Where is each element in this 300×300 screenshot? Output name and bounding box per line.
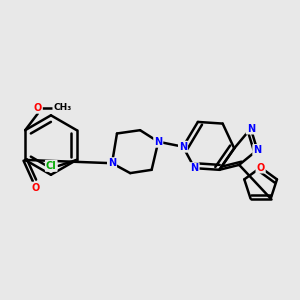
Text: CH₃: CH₃	[53, 103, 72, 112]
Text: O: O	[32, 183, 40, 193]
Text: N: N	[108, 158, 116, 168]
Text: Cl: Cl	[46, 161, 57, 171]
Text: N: N	[190, 163, 199, 173]
Text: O: O	[34, 103, 42, 113]
Text: N: N	[154, 137, 162, 147]
Text: N: N	[247, 124, 255, 134]
Text: N: N	[253, 145, 261, 155]
Text: N: N	[179, 142, 187, 152]
Text: O: O	[256, 163, 265, 172]
